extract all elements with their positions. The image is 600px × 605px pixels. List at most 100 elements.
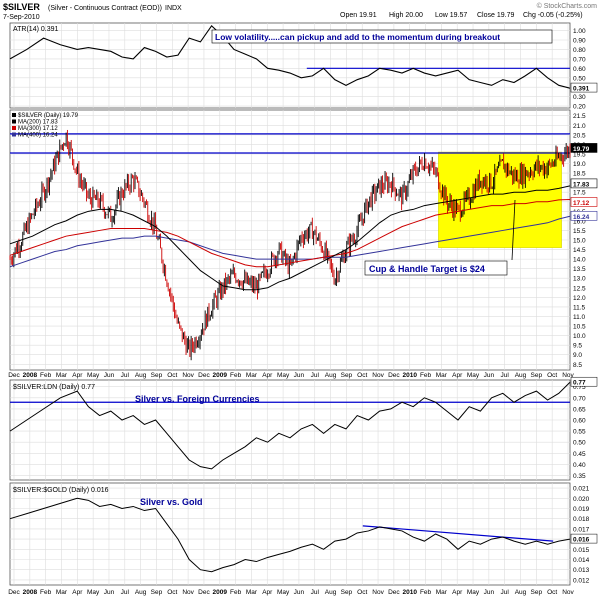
exchange: INDX (165, 5, 182, 12)
high-value: High 20.00 (389, 12, 423, 19)
x-tick-label-price: Dec (388, 372, 400, 379)
x-tick-label-price: Jul (121, 372, 130, 379)
y-tick-label-price: 20.5 (573, 132, 586, 139)
target-arrow (511, 199, 516, 261)
y-tick-label-gold: 0.018 (573, 516, 590, 523)
y-tick-label-price: 10.5 (573, 324, 586, 331)
price-last-label: 17.12 (573, 200, 590, 207)
x-tick-label-price: Nov (182, 372, 194, 379)
price-last-label: 19.79 (573, 146, 590, 153)
y-tick-label-gold: 0.020 (573, 496, 590, 503)
x-tick-label-price: Sep (341, 372, 353, 379)
y-tick-label-atr: 0.20 (573, 104, 586, 111)
y-tick-label-atr: 0.80 (573, 47, 586, 54)
x-tick-label-bottom: Apr (72, 589, 83, 596)
x-tick-label-bottom: Feb (230, 589, 242, 596)
x-tick-label-bottom: 2010 (402, 589, 417, 596)
price-last-box (570, 197, 598, 207)
x-tick-label-price: Mar (56, 372, 68, 379)
gold-trendline (362, 525, 554, 542)
x-tick-label-bottom: Jun (104, 589, 115, 596)
y-tick-label-price: 8.5 (573, 362, 582, 369)
y-tick-label-price: 19.5 (573, 151, 586, 158)
x-tick-label-bottom: Apr (262, 589, 273, 596)
price-legend-swatch (12, 126, 16, 130)
y-tick-label-price: 14.0 (573, 257, 586, 264)
y-tick-label-price: 16.0 (573, 218, 586, 225)
x-tick-label-price: Nov (372, 372, 384, 379)
x-tick-label-bottom: Mar (436, 589, 448, 596)
y-tick-label-price: 15.5 (573, 228, 586, 235)
x-tick-label-bottom: Jul (501, 589, 510, 596)
x-tick-label-bottom: Oct (167, 589, 177, 596)
price-legend-item: $SILVER (Daily) 19.79 (18, 113, 79, 119)
x-tick-label-bottom: Sep (531, 589, 543, 596)
y-tick-label-price: 11.5 (573, 304, 586, 311)
y-tick-label-atr: 0.60 (573, 66, 586, 73)
y-tick-label-gold: 0.014 (573, 557, 590, 564)
x-tick-label-price: Apr (262, 372, 273, 379)
y-tick-label-price: 17.5 (573, 190, 586, 197)
last-value-box-gold (570, 533, 598, 544)
price-legend-swatch (12, 119, 16, 124)
y-tick-label-gold: 0.013 (573, 567, 590, 574)
x-tick-label-price: Jul (501, 372, 510, 379)
gold-annotation: Silver vs. Gold (140, 497, 203, 507)
change-value: Chg -0.05 (-0.25%) (523, 12, 583, 19)
y-tick-label-price: 11.0 (573, 314, 586, 321)
y-tick-label-price: 15.0 (573, 238, 586, 245)
price-legend-item: MA(300) 17.12 (18, 126, 58, 132)
x-tick-label-price: May (87, 372, 100, 379)
y-tick-label-ldn: 0.60 (573, 418, 586, 425)
y-tick-label-price: 13.0 (573, 276, 586, 283)
x-tick-label-price: Sep (531, 372, 543, 379)
chart-date: 7-Sep-2010 (3, 14, 40, 21)
atr-annotation: Low volatility.....can pickup and add to… (215, 32, 500, 42)
price-legend-item: MA(200) 17.83 (18, 120, 58, 126)
y-tick-label-gold: 0.021 (573, 486, 590, 493)
x-tick-label-price: 2009 (213, 372, 228, 379)
y-tick-label-ldn: 0.70 (573, 395, 586, 402)
target-annotation-box (364, 260, 508, 276)
price-legend-swatch (12, 132, 16, 137)
x-tick-label-bottom: Mar (56, 589, 68, 596)
y-tick-label-price: 9.0 (573, 352, 582, 359)
y-tick-label-price: 18.5 (573, 171, 586, 178)
x-tick-label-bottom: May (277, 589, 290, 596)
last-value-box-ldn (570, 376, 598, 387)
x-tick-label-bottom: Dec (198, 589, 210, 596)
ldn-annotation: Silver vs. Foreign Currencies (135, 394, 260, 404)
price-last-label: 16.24 (573, 214, 590, 221)
x-tick-label-bottom: Feb (40, 589, 52, 596)
price-last-box (570, 178, 598, 189)
x-tick-label-bottom: Mar (246, 589, 258, 596)
symbol: $SILVER (3, 2, 40, 12)
last-value-label-ldn: 0.77 (573, 380, 586, 387)
x-tick-label-bottom: May (467, 589, 480, 596)
price-last-box (570, 210, 598, 221)
x-tick-label-price: Oct (357, 372, 367, 379)
y-tick-label-ldn: 0.55 (573, 429, 586, 436)
atr-line (9, 25, 571, 89)
y-tick-label-price: 21.0 (573, 123, 586, 130)
y-tick-label-price: 12.0 (573, 295, 586, 302)
y-tick-label-atr: 1.00 (573, 28, 586, 35)
x-tick-label-bottom: Sep (151, 589, 163, 596)
x-tick-label-price: Jul (311, 372, 320, 379)
x-tick-label-bottom: Aug (515, 589, 527, 596)
y-tick-label-atr: 0.50 (573, 75, 586, 82)
x-tick-label-bottom: Nov (182, 589, 194, 596)
atr-annotation-box (211, 29, 553, 44)
gold-line (9, 497, 571, 573)
y-tick-label-ldn: 0.75 (573, 384, 586, 391)
x-tick-label-price: Jun (294, 372, 305, 379)
x-tick-label-bottom: Feb (420, 589, 432, 596)
atr-legend: ATR(14) 0.391 (13, 26, 58, 33)
x-tick-label-bottom: Jun (294, 589, 305, 596)
x-tick-label-price: Aug (325, 372, 337, 379)
x-tick-label-bottom: Oct (547, 589, 557, 596)
price-legend-swatch (12, 113, 16, 117)
y-tick-label-gold: 0.019 (573, 506, 590, 513)
